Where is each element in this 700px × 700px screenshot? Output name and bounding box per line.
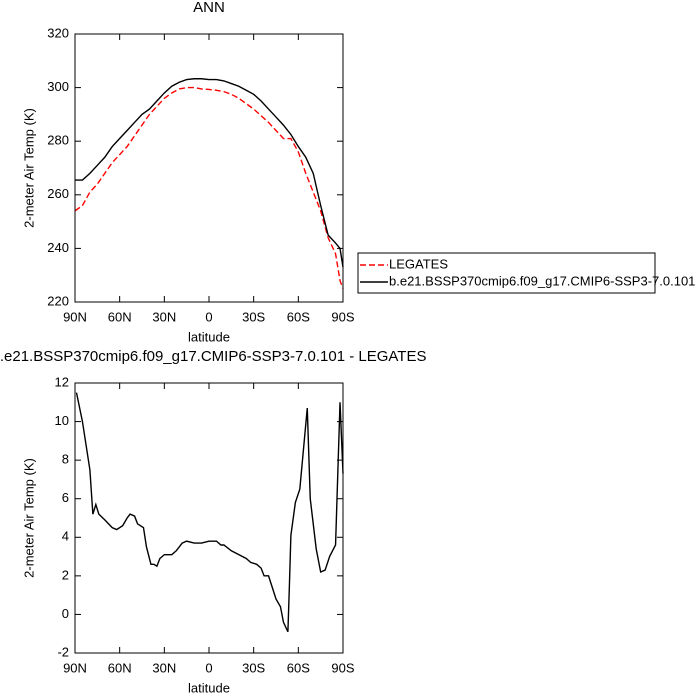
x-tick-label: 60N [108,309,132,324]
plot-frame [74,382,344,654]
y-tick-label: -2 [57,644,69,659]
x-tick-label: 30N [152,309,176,324]
data-line [75,392,344,633]
y-axis-label: 2-meter Air Temp (K) [21,108,36,228]
x-tick-label: 60N [108,660,132,675]
chart-title: ANN [193,0,225,16]
legend-label: b.e21.BSSP370cmip6.f09_g17.CMIP6-SSP3-7.… [389,273,695,288]
x-tick-label: 60S [287,309,310,324]
y-tick-label: 12 [55,374,69,389]
x-tick-label: 90N [63,660,87,675]
y-tick-label: 6 [62,490,69,505]
data-line [74,86,344,289]
y-tick-label: 320 [47,25,69,40]
x-tick-label: 0 [205,309,212,324]
x-tick-label: 90S [331,309,354,324]
y-tick-label: 10 [55,413,69,428]
y-tick-label: 220 [47,293,69,308]
y-tick-label: 2 [62,567,69,582]
y-tick-label: 0 [62,606,69,621]
data-line [75,78,344,268]
y-tick-label: 240 [47,240,69,255]
legend-box [357,252,656,294]
x-axis-label: latitude [188,329,230,344]
legend: LEGATES b.e21.BSSP370cmip6.f09_g17.CMIP6-… [357,252,695,294]
x-tick-label: 90N [63,309,87,324]
y-axis-label: 2-meter Air Temp (K) [21,458,36,578]
x-tick-label: 60S [287,660,310,675]
y-tick-label: 280 [47,133,69,148]
x-tick-label: 30N [152,660,176,675]
x-axis-label: latitude [188,680,230,695]
x-tick-label: 30S [242,660,265,675]
x-tick-label: 30S [242,309,265,324]
chart-title: b.e21.BSSP370cmip6.f09_g17.CMIP6-SSP3-7.… [0,348,426,365]
y-tick-label: 300 [47,79,69,94]
plot-frame [74,33,344,303]
y-tick-label: 4 [62,529,69,544]
x-tick-label: 90S [331,660,354,675]
y-tick-label: 8 [62,452,69,467]
legend-label: LEGATES [389,256,448,271]
x-tick-label: 0 [205,660,212,675]
y-tick-label: 260 [47,186,69,201]
